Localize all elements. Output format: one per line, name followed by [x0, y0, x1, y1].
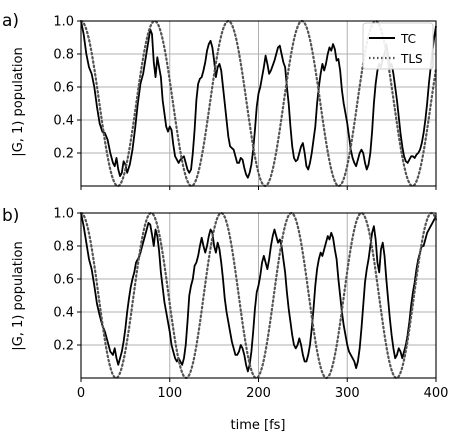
panel-b-series-tc-line [80, 212, 437, 373]
panel-a: 0.2 0.4 0.6 0.8 1.0 [53, 15, 438, 190]
x-axis-label: time [fs] [231, 418, 286, 433]
panel-b-series-tls-line [79, 211, 438, 380]
legend-tls-label: TLS [400, 52, 423, 66]
panel-b-ytick-label: 0.6 [53, 273, 74, 288]
panel-b-xtick-label: 200 [246, 386, 271, 401]
panel-a-ytick-label: 1.0 [53, 15, 74, 30]
panel-b-ticks: 0 100 200 300 400 0.2 0.4 0.6 0.8 1.0 [53, 207, 448, 402]
panel-b-ylabel: |G, 1) population [11, 241, 26, 350]
panel-b-ytick-label: 0.8 [53, 240, 74, 255]
panel-b-label: b) [2, 206, 19, 226]
panel-b-xtick-label: 100 [157, 386, 182, 401]
panel-b-xtick-label: 0 [77, 386, 85, 401]
panel-a-ticks: 0.2 0.4 0.6 0.8 1.0 [53, 15, 437, 190]
panel-a-ytick-label: 0.8 [53, 48, 74, 63]
panel-b-xtick-label: 400 [424, 386, 449, 401]
panel-b-ytick-label: 0.2 [53, 339, 74, 354]
panel-a-ylabel: |G, 1) population [11, 47, 26, 156]
panel-a-ytick-label: 0.4 [53, 114, 74, 129]
panel-b-series [79, 211, 438, 380]
legend-box [362, 22, 434, 70]
legend-tc-label: TC [400, 32, 416, 46]
panel-b-ytick-label: 0.4 [53, 306, 74, 321]
panel-a-label: a) [2, 11, 19, 31]
panel-b-xtick-label: 300 [335, 386, 360, 401]
panel-b-grid [81, 213, 436, 378]
panel-b: 0 100 200 300 400 0.2 0.4 0.6 0.8 1.0 [53, 207, 448, 402]
panel-b-ytick-label: 1.0 [53, 207, 74, 222]
panel-a-ytick-label: 0.2 [53, 147, 74, 162]
panel-a-ytick-label: 0.6 [53, 81, 74, 96]
legend: TC TLS [362, 22, 434, 70]
